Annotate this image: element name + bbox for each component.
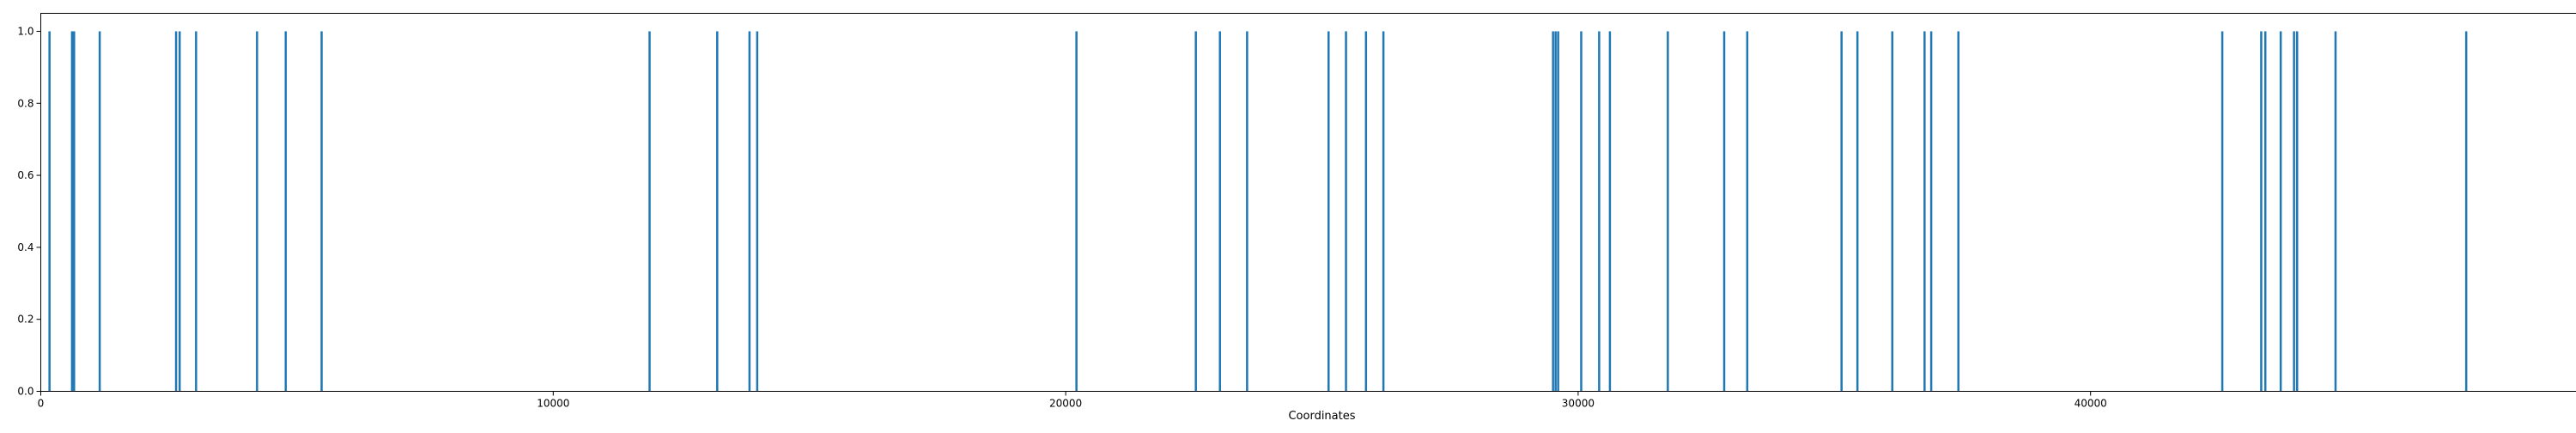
x-tick-label: 10000 [537,398,569,410]
bar [749,31,751,391]
bar [1840,31,1843,391]
y-tick-label: 0.0 [17,386,33,398]
bar [1194,31,1197,391]
bar [1667,31,1669,391]
x-axis-label: Coordinates [1288,410,1355,423]
plot-frame [41,14,2576,392]
bar [2296,31,2299,391]
bar [1723,31,1726,391]
bar [716,31,719,391]
x-tick-label: 40000 [2075,398,2107,410]
bar [2264,31,2267,391]
bar [175,31,178,391]
bar [71,31,74,391]
x-tick-label: 30000 [1562,398,1595,410]
bar [179,31,181,391]
bar [2260,31,2263,391]
bar [2221,31,2224,391]
bar [648,31,651,391]
bar [195,31,197,391]
bar [1554,31,1557,391]
bar [1923,31,1926,391]
bar [1345,31,1347,391]
bar [1365,31,1368,391]
x-axis: 01000020000300004000050000 [38,392,2576,410]
bar [2465,31,2468,391]
bar [1382,31,1385,391]
bar [1957,31,1959,391]
bar [1856,31,1859,391]
bar [1327,31,1330,391]
bar [1075,31,1078,391]
bar [1552,31,1554,391]
bar [1609,31,1612,391]
bar [756,31,759,391]
bar [1598,31,1601,391]
y-axis: 0.0 0.2 0.4 0.6 0.8 1.0 [17,25,40,397]
y-tick-label: 0.2 [17,314,33,326]
bar [1891,31,1893,391]
bar [2293,31,2295,391]
x-tick-label: 0 [38,398,45,410]
y-tick-label: 0.4 [17,241,33,253]
bar [1218,31,1221,391]
bar [1557,31,1559,391]
bar [99,31,101,391]
y-tick-label: 1.0 [17,25,33,37]
bar [1246,31,1249,391]
bar [2280,31,2282,391]
bar [73,31,76,391]
bar [1930,31,1933,391]
bar [1580,31,1583,391]
y-tick-label: 0.6 [17,169,33,181]
bars-layer [48,31,2467,391]
bar [48,31,51,391]
bar [256,31,258,391]
bar [2335,31,2337,391]
y-tick-label: 0.8 [17,97,33,109]
x-tick-label: 20000 [1049,398,1082,410]
bar [320,31,323,391]
bar [285,31,288,391]
bar [1747,31,1749,391]
